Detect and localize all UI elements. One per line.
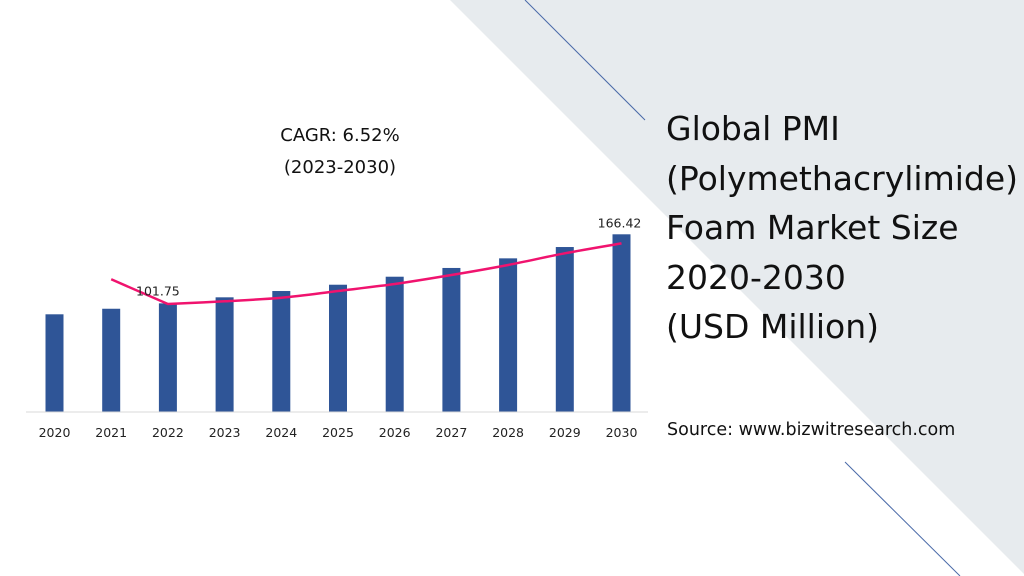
grey-diagonal-panel — [450, 0, 1024, 574]
accent-line-top — [524, 0, 646, 121]
x-tick-label-2026: 2026 — [379, 425, 411, 440]
source-text: Source: www.bizwitresearch.com — [667, 420, 956, 440]
x-tick-label-2023: 2023 — [209, 425, 241, 440]
x-tick-label-2024: 2024 — [265, 425, 297, 440]
data-label-2030: 166.42 — [598, 215, 642, 230]
x-tick-label-2025: 2025 — [322, 425, 354, 440]
title-line-2: (Polymethacrylimide) — [666, 158, 1019, 198]
bar-2025 — [329, 284, 347, 412]
data-label-2022: 101.75 — [136, 283, 180, 298]
page-title: Global PMI (Polymethacrylimide) Foam Mar… — [666, 104, 1018, 352]
cagr-value: CAGR: 6.52% — [280, 125, 400, 146]
bar-2021 — [102, 308, 121, 412]
bar-2023 — [215, 297, 234, 412]
x-tick-label-2022: 2022 — [152, 425, 184, 440]
x-tick-label-2027: 2027 — [435, 425, 467, 440]
title-line-5: (USD Million) — [666, 307, 880, 346]
x-tick-label-2030: 2030 — [606, 425, 638, 440]
cagr-annotation: CAGR: 6.52% (2023-2030) — [240, 120, 440, 184]
bar-2028 — [499, 258, 518, 412]
cagr-period: (2023-2030) — [283, 157, 397, 178]
accent-line-bottom — [844, 461, 961, 576]
x-tick-label-2021: 2021 — [95, 425, 127, 440]
bar-2029 — [555, 247, 574, 412]
bar-2030 — [612, 234, 631, 412]
bar-2027 — [442, 267, 461, 412]
bar-2026 — [385, 276, 404, 412]
bar-2024 — [272, 291, 291, 412]
title-line-4: 2020-2030 — [666, 257, 846, 297]
trend-line — [110, 242, 622, 306]
x-tick-label-2028: 2028 — [492, 425, 524, 440]
title-line-3: Foam Market Size — [666, 208, 959, 247]
bar-2020 — [45, 314, 64, 412]
title-line-1: Global PMI — [666, 109, 840, 148]
x-tick-label-2020: 2020 — [39, 425, 71, 440]
x-tick-label-2029: 2029 — [549, 425, 581, 440]
bar-2022 — [158, 303, 177, 412]
